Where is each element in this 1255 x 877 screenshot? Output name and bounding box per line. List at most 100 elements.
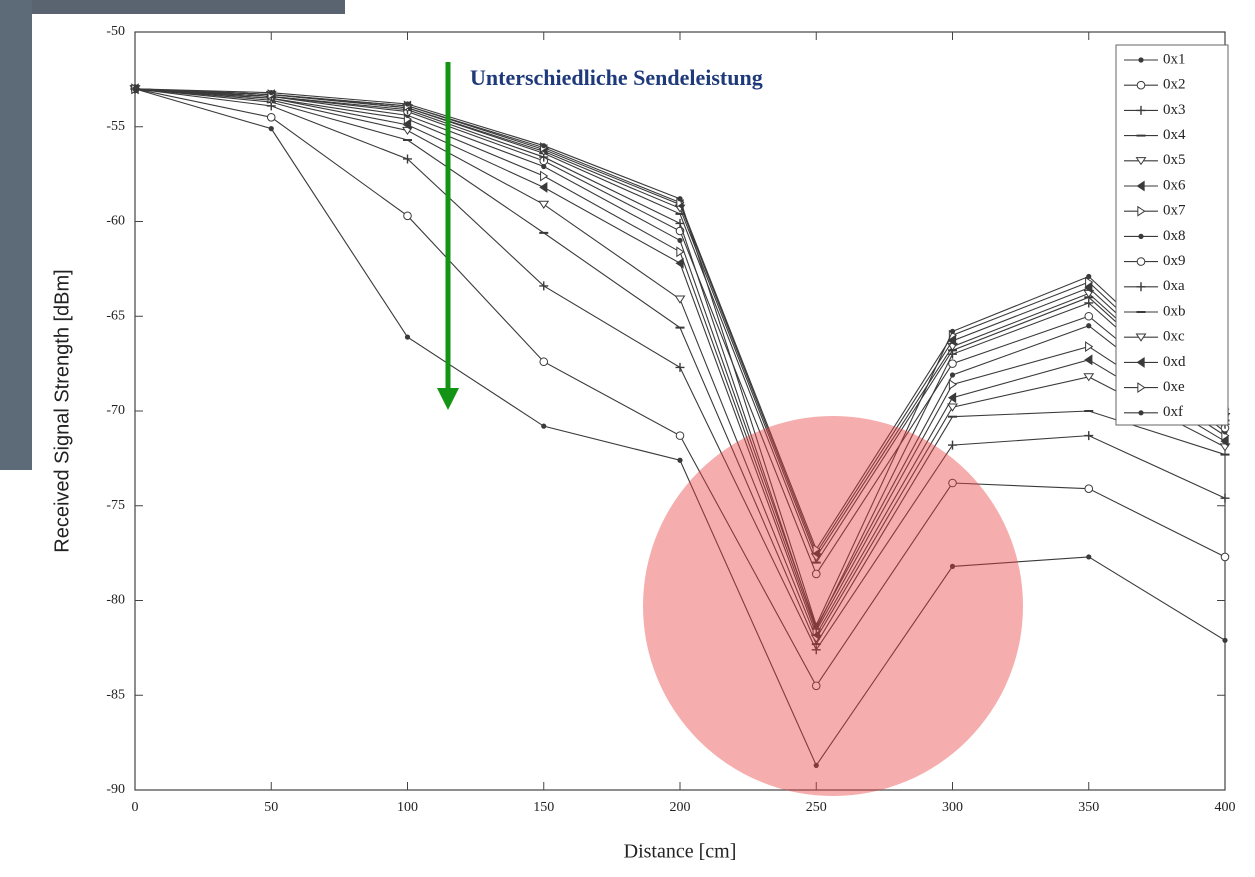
marker <box>949 328 956 335</box>
marker <box>132 86 138 92</box>
legend-marker <box>1136 180 1145 192</box>
y-tick-label: -75 <box>106 498 125 513</box>
x-axis-title: Distance [cm] <box>624 841 737 863</box>
marker <box>1084 311 1094 321</box>
legend-label: 0xf <box>1163 404 1183 420</box>
x-tick-label: 50 <box>264 800 278 815</box>
x-tick-label: 100 <box>397 800 418 815</box>
marker <box>813 622 819 628</box>
legend-label: 0x2 <box>1163 77 1186 93</box>
legend-label: 0x6 <box>1163 177 1186 193</box>
marker <box>1086 554 1092 560</box>
marker <box>1220 435 1229 447</box>
marker <box>1085 276 1094 288</box>
marker <box>541 163 547 170</box>
legend-marker <box>1136 105 1146 115</box>
marker <box>675 218 685 228</box>
legend-marker <box>1135 333 1147 342</box>
legend-marker <box>1136 356 1145 368</box>
marker <box>404 101 411 107</box>
highlight-circle <box>643 416 1023 796</box>
marker <box>403 154 412 164</box>
legend-marker <box>1136 257 1146 266</box>
x-tick-label: 200 <box>670 800 691 815</box>
marker <box>947 335 957 347</box>
y-tick-label: -85 <box>106 687 125 702</box>
series-line <box>134 88 1226 555</box>
marker <box>404 334 411 340</box>
marker <box>1222 637 1228 643</box>
marker <box>266 112 276 122</box>
y-axis-title: Received Signal Strength [dBm] <box>51 269 73 553</box>
legend-marker <box>1135 157 1147 166</box>
legend-label: 0x7 <box>1163 203 1186 219</box>
marker <box>1084 431 1094 441</box>
legend-label: 0xb <box>1163 303 1186 319</box>
legend-label: 0x3 <box>1163 102 1186 118</box>
legend-box <box>1115 44 1229 426</box>
marker <box>403 211 412 221</box>
marker <box>1085 341 1094 353</box>
x-tick-label: 250 <box>806 800 827 815</box>
legend-label: 0x8 <box>1163 228 1186 244</box>
marker <box>676 246 685 258</box>
x-tick-label: 0 <box>132 800 139 815</box>
marker <box>677 457 683 463</box>
marker <box>539 181 548 193</box>
annotation-arrowhead <box>437 388 459 410</box>
marker <box>813 762 819 768</box>
marker <box>1086 273 1092 280</box>
legend-marker <box>1138 410 1144 416</box>
annotation: Unterschiedliche Sendeleistung <box>470 65 763 90</box>
legend-marker <box>1138 233 1144 239</box>
marker <box>674 295 686 304</box>
marker <box>1084 484 1094 493</box>
y-tick-label: -50 <box>106 24 125 39</box>
x-tick-label: 300 <box>942 800 963 815</box>
x-tick-label: 400 <box>1215 800 1236 815</box>
x-tick-label: 350 <box>1078 800 1099 815</box>
y-tick-label: -55 <box>106 119 125 134</box>
legend-marker <box>1136 282 1146 292</box>
plot-area <box>129 31 1231 791</box>
y-tick-label: -60 <box>106 214 125 229</box>
legend: 0x1 0x2 0x3 0x4 0x5 0x6 0x7 0x8 0x9 0xa 0xb 0xc 0xd 0… <box>1115 44 1229 426</box>
background-photo-left <box>0 0 32 470</box>
marker <box>947 403 958 412</box>
legend-label: 0xc <box>1163 329 1185 345</box>
marker <box>538 200 550 209</box>
legend-label: 0xd <box>1163 354 1186 370</box>
x-tick-label: 150 <box>533 800 554 815</box>
marker <box>402 119 412 131</box>
series-line <box>134 88 1226 559</box>
legend-label: 0x9 <box>1163 253 1186 269</box>
legend-marker <box>1138 57 1144 63</box>
legend-label: 0xe <box>1163 379 1185 395</box>
marker <box>539 281 549 291</box>
marker <box>1220 552 1230 562</box>
marker <box>949 372 956 378</box>
y-tick-label: -70 <box>106 403 125 418</box>
marker <box>540 170 549 182</box>
marker <box>1084 298 1094 308</box>
marker <box>1084 282 1093 294</box>
y-tick-label: -80 <box>106 593 125 608</box>
marker <box>268 126 274 132</box>
marker <box>541 423 547 429</box>
legend-marker <box>1136 80 1146 90</box>
marker <box>948 478 957 488</box>
legend-label: 0x5 <box>1163 152 1186 168</box>
marker <box>1086 323 1092 329</box>
marker <box>539 357 549 367</box>
series-line <box>134 88 1226 551</box>
marker <box>948 379 958 390</box>
marker <box>1220 493 1230 503</box>
legend-marker <box>1137 205 1146 217</box>
marker <box>812 543 821 555</box>
marker <box>675 431 685 440</box>
legend-label: 0x4 <box>1163 127 1186 143</box>
marker <box>677 237 683 244</box>
marker <box>268 90 274 96</box>
